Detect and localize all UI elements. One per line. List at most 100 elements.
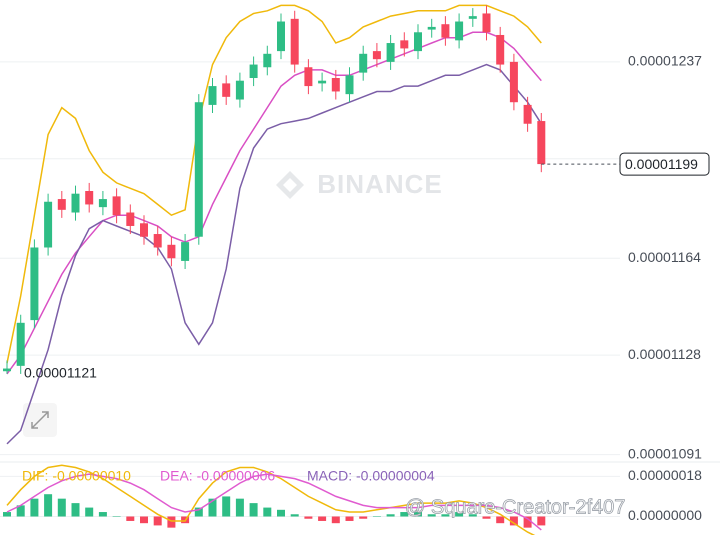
candle-body — [208, 86, 217, 105]
macd-bar — [455, 512, 464, 517]
candle-body — [30, 247, 39, 321]
macd-bar — [44, 494, 53, 517]
macd-bar — [304, 516, 313, 519]
macd-bar — [3, 512, 11, 517]
candle-body — [345, 75, 354, 95]
macd-bar — [112, 516, 121, 517]
macd-bar — [537, 516, 546, 526]
macd-bar — [414, 512, 422, 517]
band-line — [6, 63, 542, 445]
candle-body — [3, 368, 11, 372]
legend-dea: DEA: -0.00000006 — [160, 468, 275, 484]
candle-body — [57, 199, 66, 210]
candle-body — [290, 18, 299, 65]
last-price-flag — [619, 152, 710, 176]
band-line — [6, 31, 542, 375]
macd-bar — [386, 514, 395, 517]
watermark: @ Square-Creator-2f407 — [405, 496, 625, 518]
candle-body — [112, 196, 121, 216]
candle-body — [331, 78, 340, 92]
candle-body — [277, 21, 285, 52]
candle-body — [16, 322, 25, 366]
candle-body — [263, 53, 272, 68]
candle-body — [441, 24, 450, 38]
macd-bar — [468, 514, 477, 517]
macd-bar — [400, 512, 409, 517]
candle-body — [372, 51, 381, 60]
macd-bar — [98, 512, 107, 517]
candle-body — [222, 83, 231, 97]
macd-bar — [249, 503, 258, 517]
macd-bar — [153, 516, 162, 526]
macd-bar — [523, 516, 532, 528]
y-tick-label: 0.00000000 — [628, 507, 702, 523]
candle-body — [304, 67, 313, 87]
macd-bar — [263, 507, 272, 517]
macd-bar — [441, 514, 450, 517]
last-price-label: 0.00001199 — [625, 156, 698, 172]
candle-body — [140, 223, 148, 237]
macd-bar — [318, 516, 327, 521]
y-tick-label: 0.00001237 — [628, 53, 702, 69]
macd-bar — [290, 514, 299, 517]
candle-body — [181, 242, 190, 261]
candle-body — [537, 121, 546, 165]
candle-body — [85, 190, 94, 205]
candle-body — [427, 26, 436, 30]
expand-icon[interactable] — [23, 403, 57, 437]
macd-bar — [30, 498, 39, 517]
candle-body — [523, 104, 532, 124]
macd-bar — [509, 516, 518, 526]
macd-bar — [235, 498, 244, 517]
candle-body — [98, 199, 107, 208]
macd-bar — [331, 516, 340, 524]
macd-bar — [222, 496, 231, 517]
low-price-label: 0.00001121 — [24, 365, 97, 381]
candle-body — [509, 61, 518, 103]
candle-body — [194, 102, 203, 237]
macd-bar — [126, 516, 135, 521]
candle-body — [318, 80, 327, 84]
y-tick-label: 0.00001164 — [628, 249, 701, 265]
watermark: BINANCE — [317, 169, 442, 199]
candle-body — [44, 201, 53, 248]
macd-bar — [208, 498, 217, 517]
candle-body — [455, 21, 464, 41]
macd-bar — [167, 516, 176, 528]
candle-body — [359, 53, 368, 73]
y-tick-label: 0.00001128 — [628, 346, 701, 362]
candle-body — [496, 34, 505, 65]
band-line — [6, 4, 542, 364]
macd-bar — [71, 503, 80, 517]
legend-dif: DIF: -0.00000010 — [22, 468, 131, 484]
legend-macd: MACD: -0.00000004 — [307, 468, 435, 484]
macd-bar — [427, 514, 436, 517]
macd-bar — [345, 516, 354, 521]
y-tick-label: 0.00000018 — [628, 467, 702, 483]
macd-bar — [496, 516, 505, 524]
candle-body — [153, 234, 162, 248]
macd-bar — [277, 509, 285, 517]
candle-body — [414, 32, 422, 52]
y-tick-label: 0.00001091 — [628, 445, 702, 461]
candle-body — [167, 244, 176, 259]
candle-body — [386, 43, 395, 62]
candle-body — [468, 16, 477, 19]
candle-body — [249, 64, 258, 79]
candle-body — [71, 193, 80, 213]
macd-bar — [16, 505, 25, 517]
candle-body — [482, 13, 491, 33]
macd-bar — [85, 507, 94, 517]
candle-body — [400, 40, 409, 49]
macd-bar — [57, 498, 66, 517]
macd-bar — [194, 507, 203, 517]
macd-bar — [359, 516, 368, 519]
candle-body — [235, 80, 244, 100]
watermark-logo — [276, 171, 304, 199]
macd-bar — [482, 516, 491, 519]
macd-line — [6, 473, 542, 531]
macd-bar — [372, 516, 381, 517]
macd-bar — [140, 516, 148, 524]
